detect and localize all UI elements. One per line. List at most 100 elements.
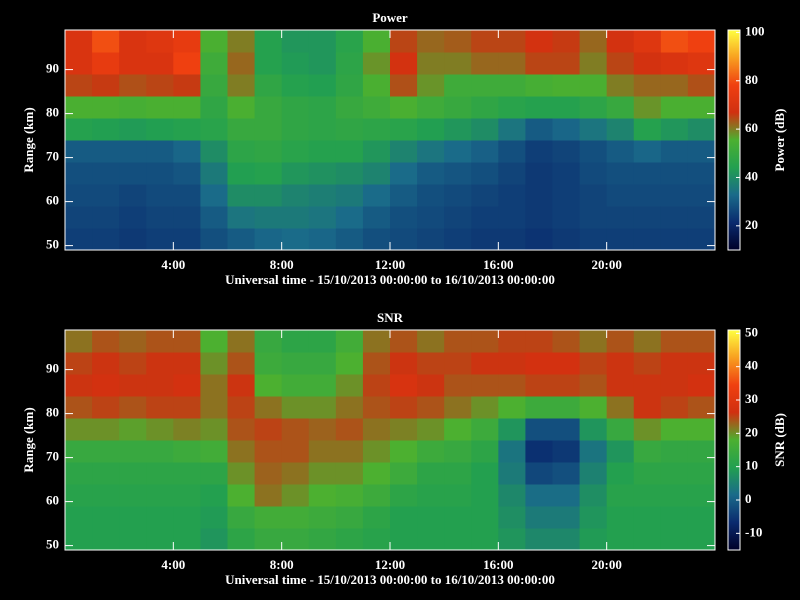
heat-cell [606, 228, 635, 251]
heat-cell [633, 74, 662, 97]
heat-cell [92, 418, 120, 441]
heat-cell [390, 162, 418, 185]
heat-cell [119, 418, 147, 441]
heat-cell [660, 418, 689, 441]
heat-cell [254, 184, 283, 207]
heat-cell [498, 418, 526, 441]
colorbar-tick-label: -10 [745, 524, 762, 539]
heat-cell [65, 118, 93, 141]
heat-cell [525, 184, 553, 207]
heat-cell [633, 118, 662, 141]
heat-cell [417, 96, 445, 119]
heat-cell [633, 30, 662, 53]
heat-cell [606, 484, 635, 507]
heat-cell [173, 118, 201, 141]
heat-cell [660, 52, 689, 75]
heat-cell [687, 206, 716, 229]
heat-cell [65, 96, 93, 119]
heat-cell [687, 374, 716, 397]
heat-cell [687, 184, 716, 207]
heat-cell [498, 228, 526, 251]
y-tick-label: 90 [46, 61, 59, 76]
heat-cell [525, 462, 553, 485]
heat-cell [390, 528, 418, 551]
heat-cell [200, 418, 228, 441]
heat-cell [444, 484, 472, 507]
heat-cell [579, 352, 608, 375]
heat-cell [498, 506, 526, 529]
heat-cell [65, 140, 93, 163]
y-tick-label: 70 [46, 449, 59, 464]
y-tick-label: 80 [46, 405, 59, 420]
heat-cell [552, 330, 581, 353]
heat-cell [335, 440, 364, 463]
heat-cell [525, 162, 553, 185]
heat-cell [146, 418, 174, 441]
heat-cell [687, 462, 716, 485]
heat-cell [471, 74, 499, 97]
heat-cell [92, 374, 120, 397]
heat-cell [254, 228, 283, 251]
heat-cell [525, 418, 553, 441]
heat-cell [687, 96, 716, 119]
heat-cell [281, 506, 310, 529]
heat-cell [579, 52, 608, 75]
heat-cell [417, 330, 445, 353]
heat-cell [173, 396, 201, 419]
heat-cell [498, 440, 526, 463]
heat-cell [281, 418, 310, 441]
heat-cell [146, 140, 174, 163]
heat-cell [687, 228, 716, 251]
heat-cell [65, 228, 93, 251]
heat-cell [362, 374, 391, 397]
heat-cell [200, 396, 228, 419]
heat-cell [444, 462, 472, 485]
heat-cell [552, 528, 581, 551]
heat-cell [525, 352, 553, 375]
heat-cell [552, 52, 581, 75]
heat-cell [525, 396, 553, 419]
heat-cell [660, 74, 689, 97]
heat-cell [579, 330, 608, 353]
heat-cell [146, 462, 174, 485]
heat-cell [281, 118, 310, 141]
colorbar-tick-label: 30 [745, 391, 758, 406]
heat-cell [390, 140, 418, 163]
panel-title: Power [372, 10, 408, 25]
heat-cell [65, 352, 93, 375]
heat-cell [687, 30, 716, 53]
x-tick-label: 8:00 [270, 557, 294, 572]
heat-cell [525, 96, 553, 119]
heat-cell [281, 440, 310, 463]
heat-cell [335, 352, 364, 375]
heat-cell [254, 206, 283, 229]
heat-cell [687, 528, 716, 551]
heat-cell [633, 462, 662, 485]
heat-cell [254, 162, 283, 185]
heat-cell [335, 330, 364, 353]
heat-cell [227, 162, 256, 185]
y-axis-label: Range (km) [21, 407, 36, 472]
heat-cell [92, 462, 120, 485]
heat-cell [417, 74, 445, 97]
heat-cell [444, 352, 472, 375]
heat-cell [444, 440, 472, 463]
heat-cell [65, 462, 93, 485]
heat-cell [335, 462, 364, 485]
heat-cell [308, 352, 337, 375]
heat-cell [660, 118, 689, 141]
heat-cell [92, 74, 120, 97]
heat-cell [227, 440, 256, 463]
heat-cell [200, 118, 228, 141]
heat-cell [65, 162, 93, 185]
heat-cell [525, 228, 553, 251]
heat-cell [660, 140, 689, 163]
heat-cell [660, 352, 689, 375]
colorbar-tick-label: 0 [745, 491, 752, 506]
heat-cell [498, 462, 526, 485]
heat-cell [146, 396, 174, 419]
heat-cell [633, 528, 662, 551]
heat-cell [308, 96, 337, 119]
heat-cell [498, 374, 526, 397]
heat-cell [390, 118, 418, 141]
